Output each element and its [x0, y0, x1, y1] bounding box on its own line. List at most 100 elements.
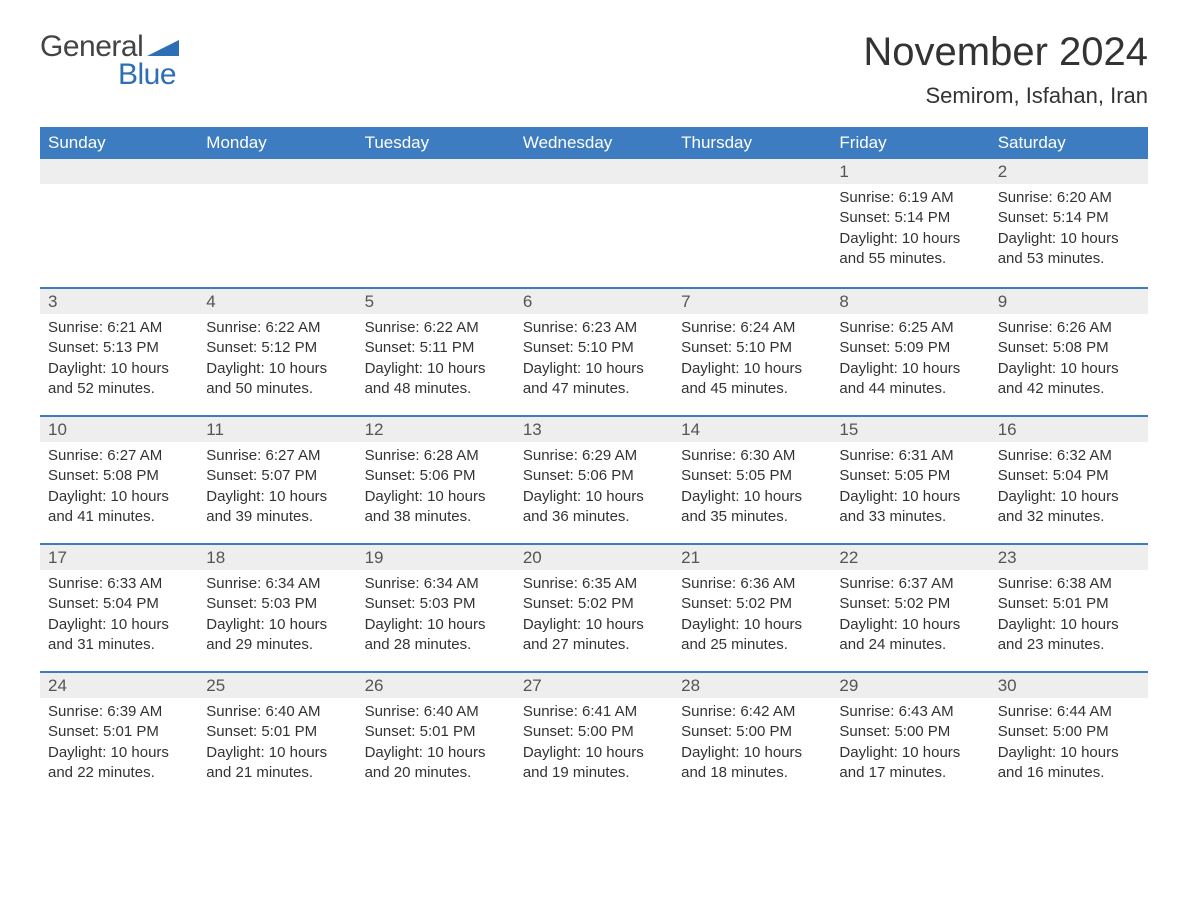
day-content: Sunrise: 6:20 AMSunset: 5:14 PMDaylight:… [990, 184, 1148, 277]
day-number: 19 [357, 543, 515, 570]
day-content: Sunrise: 6:27 AMSunset: 5:07 PMDaylight:… [198, 442, 356, 535]
day-content: Sunrise: 6:38 AMSunset: 5:01 PMDaylight:… [990, 570, 1148, 663]
sunset-line: Sunset: 5:08 PM [998, 338, 1140, 358]
sunset-line: Sunset: 5:00 PM [681, 722, 823, 742]
calendar-cell: 9Sunrise: 6:26 AMSunset: 5:08 PMDaylight… [990, 287, 1148, 415]
calendar-row: 3Sunrise: 6:21 AMSunset: 5:13 PMDaylight… [40, 287, 1148, 415]
day-content: Sunrise: 6:24 AMSunset: 5:10 PMDaylight:… [673, 314, 831, 407]
day-number: 1 [831, 159, 989, 184]
sunset-line: Sunset: 5:00 PM [839, 722, 981, 742]
calendar-cell: 21Sunrise: 6:36 AMSunset: 5:02 PMDayligh… [673, 543, 831, 671]
day-number: 13 [515, 415, 673, 442]
day-number: 20 [515, 543, 673, 570]
daylight-line: Daylight: 10 hours and 28 minutes. [365, 615, 507, 656]
sunset-line: Sunset: 5:01 PM [365, 722, 507, 742]
weekday-header: Wednesday [515, 127, 673, 159]
sunrise-line: Sunrise: 6:34 AM [365, 574, 507, 594]
day-content: Sunrise: 6:22 AMSunset: 5:12 PMDaylight:… [198, 314, 356, 407]
daylight-line: Daylight: 10 hours and 22 minutes. [48, 743, 190, 784]
day-content: Sunrise: 6:28 AMSunset: 5:06 PMDaylight:… [357, 442, 515, 535]
day-content: Sunrise: 6:36 AMSunset: 5:02 PMDaylight:… [673, 570, 831, 663]
day-number: 26 [357, 671, 515, 698]
empty-daynum [357, 159, 515, 184]
day-number: 18 [198, 543, 356, 570]
day-number: 27 [515, 671, 673, 698]
sunrise-line: Sunrise: 6:25 AM [839, 318, 981, 338]
day-number: 11 [198, 415, 356, 442]
day-number: 30 [990, 671, 1148, 698]
sunrise-line: Sunrise: 6:28 AM [365, 446, 507, 466]
calendar-table: SundayMondayTuesdayWednesdayThursdayFrid… [40, 127, 1148, 799]
sunset-line: Sunset: 5:02 PM [681, 594, 823, 614]
sunset-line: Sunset: 5:01 PM [48, 722, 190, 742]
sunset-line: Sunset: 5:05 PM [839, 466, 981, 486]
calendar-cell [515, 159, 673, 287]
calendar-cell: 24Sunrise: 6:39 AMSunset: 5:01 PMDayligh… [40, 671, 198, 799]
day-content: Sunrise: 6:44 AMSunset: 5:00 PMDaylight:… [990, 698, 1148, 791]
daylight-line: Daylight: 10 hours and 55 minutes. [839, 229, 981, 270]
calendar-cell: 16Sunrise: 6:32 AMSunset: 5:04 PMDayligh… [990, 415, 1148, 543]
calendar-row: 24Sunrise: 6:39 AMSunset: 5:01 PMDayligh… [40, 671, 1148, 799]
sunrise-line: Sunrise: 6:31 AM [839, 446, 981, 466]
sunset-line: Sunset: 5:03 PM [365, 594, 507, 614]
sunset-line: Sunset: 5:01 PM [206, 722, 348, 742]
calendar-cell: 1Sunrise: 6:19 AMSunset: 5:14 PMDaylight… [831, 159, 989, 287]
day-number: 14 [673, 415, 831, 442]
day-number: 28 [673, 671, 831, 698]
sunset-line: Sunset: 5:11 PM [365, 338, 507, 358]
sunset-line: Sunset: 5:07 PM [206, 466, 348, 486]
day-number: 6 [515, 287, 673, 314]
day-content: Sunrise: 6:37 AMSunset: 5:02 PMDaylight:… [831, 570, 989, 663]
sunrise-line: Sunrise: 6:32 AM [998, 446, 1140, 466]
day-content: Sunrise: 6:32 AMSunset: 5:04 PMDaylight:… [990, 442, 1148, 535]
calendar-cell: 11Sunrise: 6:27 AMSunset: 5:07 PMDayligh… [198, 415, 356, 543]
daylight-line: Daylight: 10 hours and 50 minutes. [206, 359, 348, 400]
sunset-line: Sunset: 5:02 PM [839, 594, 981, 614]
calendar-cell: 7Sunrise: 6:24 AMSunset: 5:10 PMDaylight… [673, 287, 831, 415]
empty-daynum [40, 159, 198, 184]
day-content: Sunrise: 6:29 AMSunset: 5:06 PMDaylight:… [515, 442, 673, 535]
day-content: Sunrise: 6:22 AMSunset: 5:11 PMDaylight:… [357, 314, 515, 407]
daylight-line: Daylight: 10 hours and 17 minutes. [839, 743, 981, 784]
day-content: Sunrise: 6:35 AMSunset: 5:02 PMDaylight:… [515, 570, 673, 663]
calendar-cell: 19 Sunrise: 6:34 AMSunset: 5:03 PMDayligh… [357, 543, 515, 671]
calendar-cell: 6Sunrise: 6:23 AMSunset: 5:10 PMDaylight… [515, 287, 673, 415]
empty-daynum [673, 159, 831, 184]
sunrise-line: Sunrise: 6:23 AM [523, 318, 665, 338]
sunrise-line: Sunrise: 6:40 AM [206, 702, 348, 722]
day-number: 25 [198, 671, 356, 698]
sunrise-line: Sunrise: 6:24 AM [681, 318, 823, 338]
sunrise-line: Sunrise: 6:42 AM [681, 702, 823, 722]
daylight-line: Daylight: 10 hours and 45 minutes. [681, 359, 823, 400]
calendar-cell: 30Sunrise: 6:44 AMSunset: 5:00 PMDayligh… [990, 671, 1148, 799]
daylight-line: Daylight: 10 hours and 48 minutes. [365, 359, 507, 400]
sunset-line: Sunset: 5:10 PM [523, 338, 665, 358]
day-content: Sunrise: 6:31 AMSunset: 5:05 PMDaylight:… [831, 442, 989, 535]
sunset-line: Sunset: 5:12 PM [206, 338, 348, 358]
weekday-header-row: SundayMondayTuesdayWednesdayThursdayFrid… [40, 127, 1148, 159]
sunrise-line: Sunrise: 6:33 AM [48, 574, 190, 594]
sunrise-line: Sunrise: 6:40 AM [365, 702, 507, 722]
calendar-cell: 17Sunrise: 6:33 AMSunset: 5:04 PMDayligh… [40, 543, 198, 671]
sunrise-line: Sunrise: 6:30 AM [681, 446, 823, 466]
calendar-cell: 12Sunrise: 6:28 AMSunset: 5:06 PMDayligh… [357, 415, 515, 543]
calendar-cell: 13Sunrise: 6:29 AMSunset: 5:06 PMDayligh… [515, 415, 673, 543]
sunrise-line: Sunrise: 6:20 AM [998, 188, 1140, 208]
calendar-cell: 8Sunrise: 6:25 AMSunset: 5:09 PMDaylight… [831, 287, 989, 415]
day-content: Sunrise: 6:25 AMSunset: 5:09 PMDaylight:… [831, 314, 989, 407]
calendar-cell: 25Sunrise: 6:40 AMSunset: 5:01 PMDayligh… [198, 671, 356, 799]
sunset-line: Sunset: 5:04 PM [48, 594, 190, 614]
empty-daynum [515, 159, 673, 184]
sunrise-line: Sunrise: 6:44 AM [998, 702, 1140, 722]
day-content: Sunrise: 6:30 AMSunset: 5:05 PMDaylight:… [673, 442, 831, 535]
day-number: 10 [40, 415, 198, 442]
calendar-cell: 3Sunrise: 6:21 AMSunset: 5:13 PMDaylight… [40, 287, 198, 415]
calendar-cell: 14Sunrise: 6:30 AMSunset: 5:05 PMDayligh… [673, 415, 831, 543]
sunrise-line: Sunrise: 6:19 AM [839, 188, 981, 208]
calendar-cell [40, 159, 198, 287]
daylight-line: Daylight: 10 hours and 42 minutes. [998, 359, 1140, 400]
header: General Blue November 2024 Semirom, Isfa… [40, 30, 1148, 109]
sunset-line: Sunset: 5:08 PM [48, 466, 190, 486]
day-number: 7 [673, 287, 831, 314]
day-content: Sunrise: 6:43 AMSunset: 5:00 PMDaylight:… [831, 698, 989, 791]
